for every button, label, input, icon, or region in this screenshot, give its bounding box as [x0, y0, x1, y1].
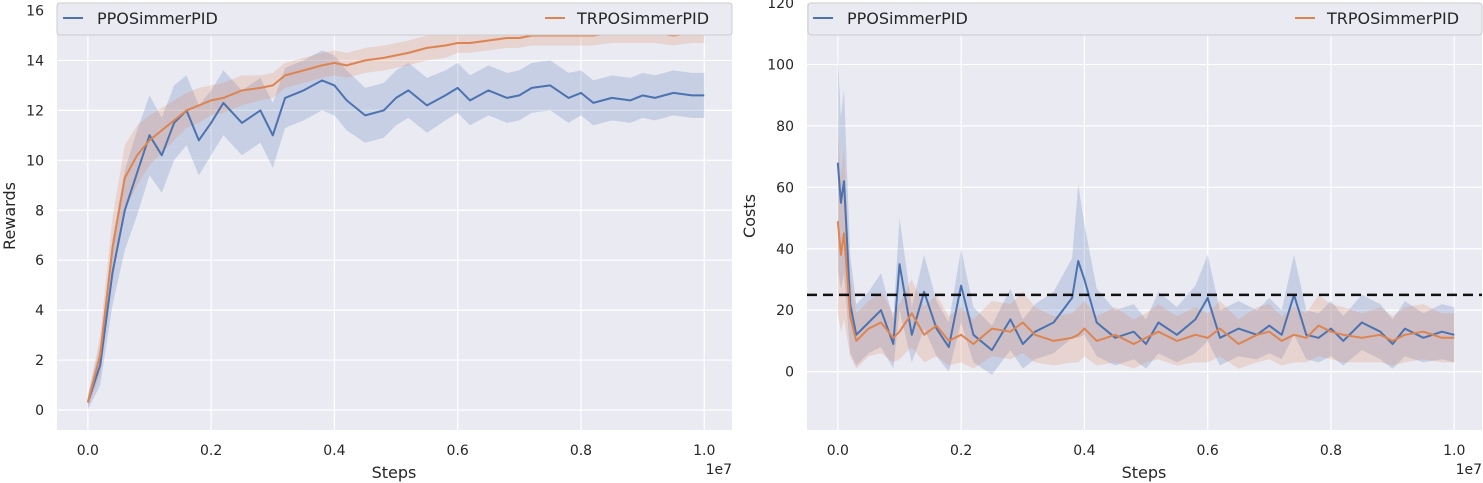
rewards-y-tick-label: 16 [26, 3, 44, 19]
rewards-tick-labels: 0.0 0.2 0.4 0.6 0.8 1.0 0 2 4 6 8 10 12 14 16 [26, 3, 715, 459]
rewards-x-tick-label: 0.4 [323, 443, 345, 459]
rewards-chart: 0.0 0.2 0.4 0.6 0.8 1.0 0 2 4 6 8 10 12 14 16 Steps Re… [0, 2, 733, 482]
rewards-confidence-bands [87, 23, 705, 411]
costs-legend-box [807, 2, 1483, 36]
rewards-x-scale-label: 1e7 [706, 462, 732, 478]
costs-band-trpo [837, 128, 1455, 369]
costs-series-lines [836, 162, 1455, 352]
costs-line-trpo [836, 221, 1455, 345]
costs-legend-label-ppo: PPOSimmerPID [847, 9, 968, 28]
rewards-legend-box [56, 2, 733, 36]
costs-legend-label-trpo: TRPOSimmerPID [1326, 9, 1459, 28]
rewards-x-tick-label: 0.8 [570, 443, 592, 459]
rewards-legend-label-trpo: TRPOSimmerPID [576, 9, 709, 28]
costs-x-tick-label: 1.0 [1443, 443, 1465, 459]
rewards-y-tick-label: 8 [35, 203, 44, 219]
rewards-y-tick-label: 10 [26, 153, 44, 169]
rewards-line-ppo [86, 79, 705, 403]
costs-x-scale-label: 1e7 [1456, 462, 1482, 478]
costs-y-axis-label: Costs [740, 194, 759, 238]
rewards-y-tick-label: 12 [26, 103, 44, 119]
rewards-y-tick-label: 2 [35, 353, 44, 369]
costs-y-tick-label: 120 [767, 0, 794, 12]
rewards-x-tick-label: 0.6 [447, 443, 469, 459]
rewards-x-tick-label: 1.0 [693, 443, 715, 459]
costs-legend: PPOSimmerPID TRPOSimmerPID [807, 2, 1483, 36]
costs-x-tick-label: 0.0 [827, 443, 849, 459]
costs-y-tick-label: 40 [776, 242, 794, 258]
costs-confidence-bands [837, 55, 1455, 375]
costs-x-tick-label: 0.2 [950, 443, 972, 459]
rewards-x-tick-label: 0.2 [200, 443, 222, 459]
costs-x-tick-label: 0.8 [1320, 443, 1342, 459]
costs-y-tick-label: 0 [785, 365, 794, 381]
rewards-plot-area [57, 3, 732, 430]
costs-y-tick-label: 100 [767, 57, 794, 73]
costs-tick-labels: 0.0 0.2 0.4 0.6 0.8 1.0 0 20 40 60 80 100 120 [767, 0, 1465, 459]
costs-y-tick-label: 60 [776, 180, 794, 196]
costs-x-tick-label: 0.6 [1197, 443, 1219, 459]
rewards-legend: PPOSimmerPID TRPOSimmerPID [56, 2, 733, 36]
rewards-band-ppo [87, 50, 705, 411]
costs-band-ppo [837, 55, 1455, 375]
rewards-y-tick-label: 14 [26, 53, 44, 69]
costs-plot-area [807, 3, 1482, 430]
rewards-y-tick-label: 6 [35, 253, 44, 269]
rewards-legend-label-ppo: PPOSimmerPID [97, 9, 218, 28]
costs-line-ppo [836, 162, 1455, 352]
rewards-y-tick-label: 4 [35, 303, 44, 319]
costs-x-axis-label: Steps [1122, 463, 1167, 482]
costs-x-tick-label: 0.4 [1073, 443, 1095, 459]
rewards-y-axis-label: Rewards [0, 182, 19, 250]
costs-y-tick-label: 80 [776, 119, 794, 135]
rewards-x-tick-label: 0.0 [77, 443, 99, 459]
costs-y-tick-label: 20 [776, 303, 794, 319]
rewards-y-tick-label: 0 [35, 403, 44, 419]
rewards-x-axis-label: Steps [372, 463, 417, 482]
